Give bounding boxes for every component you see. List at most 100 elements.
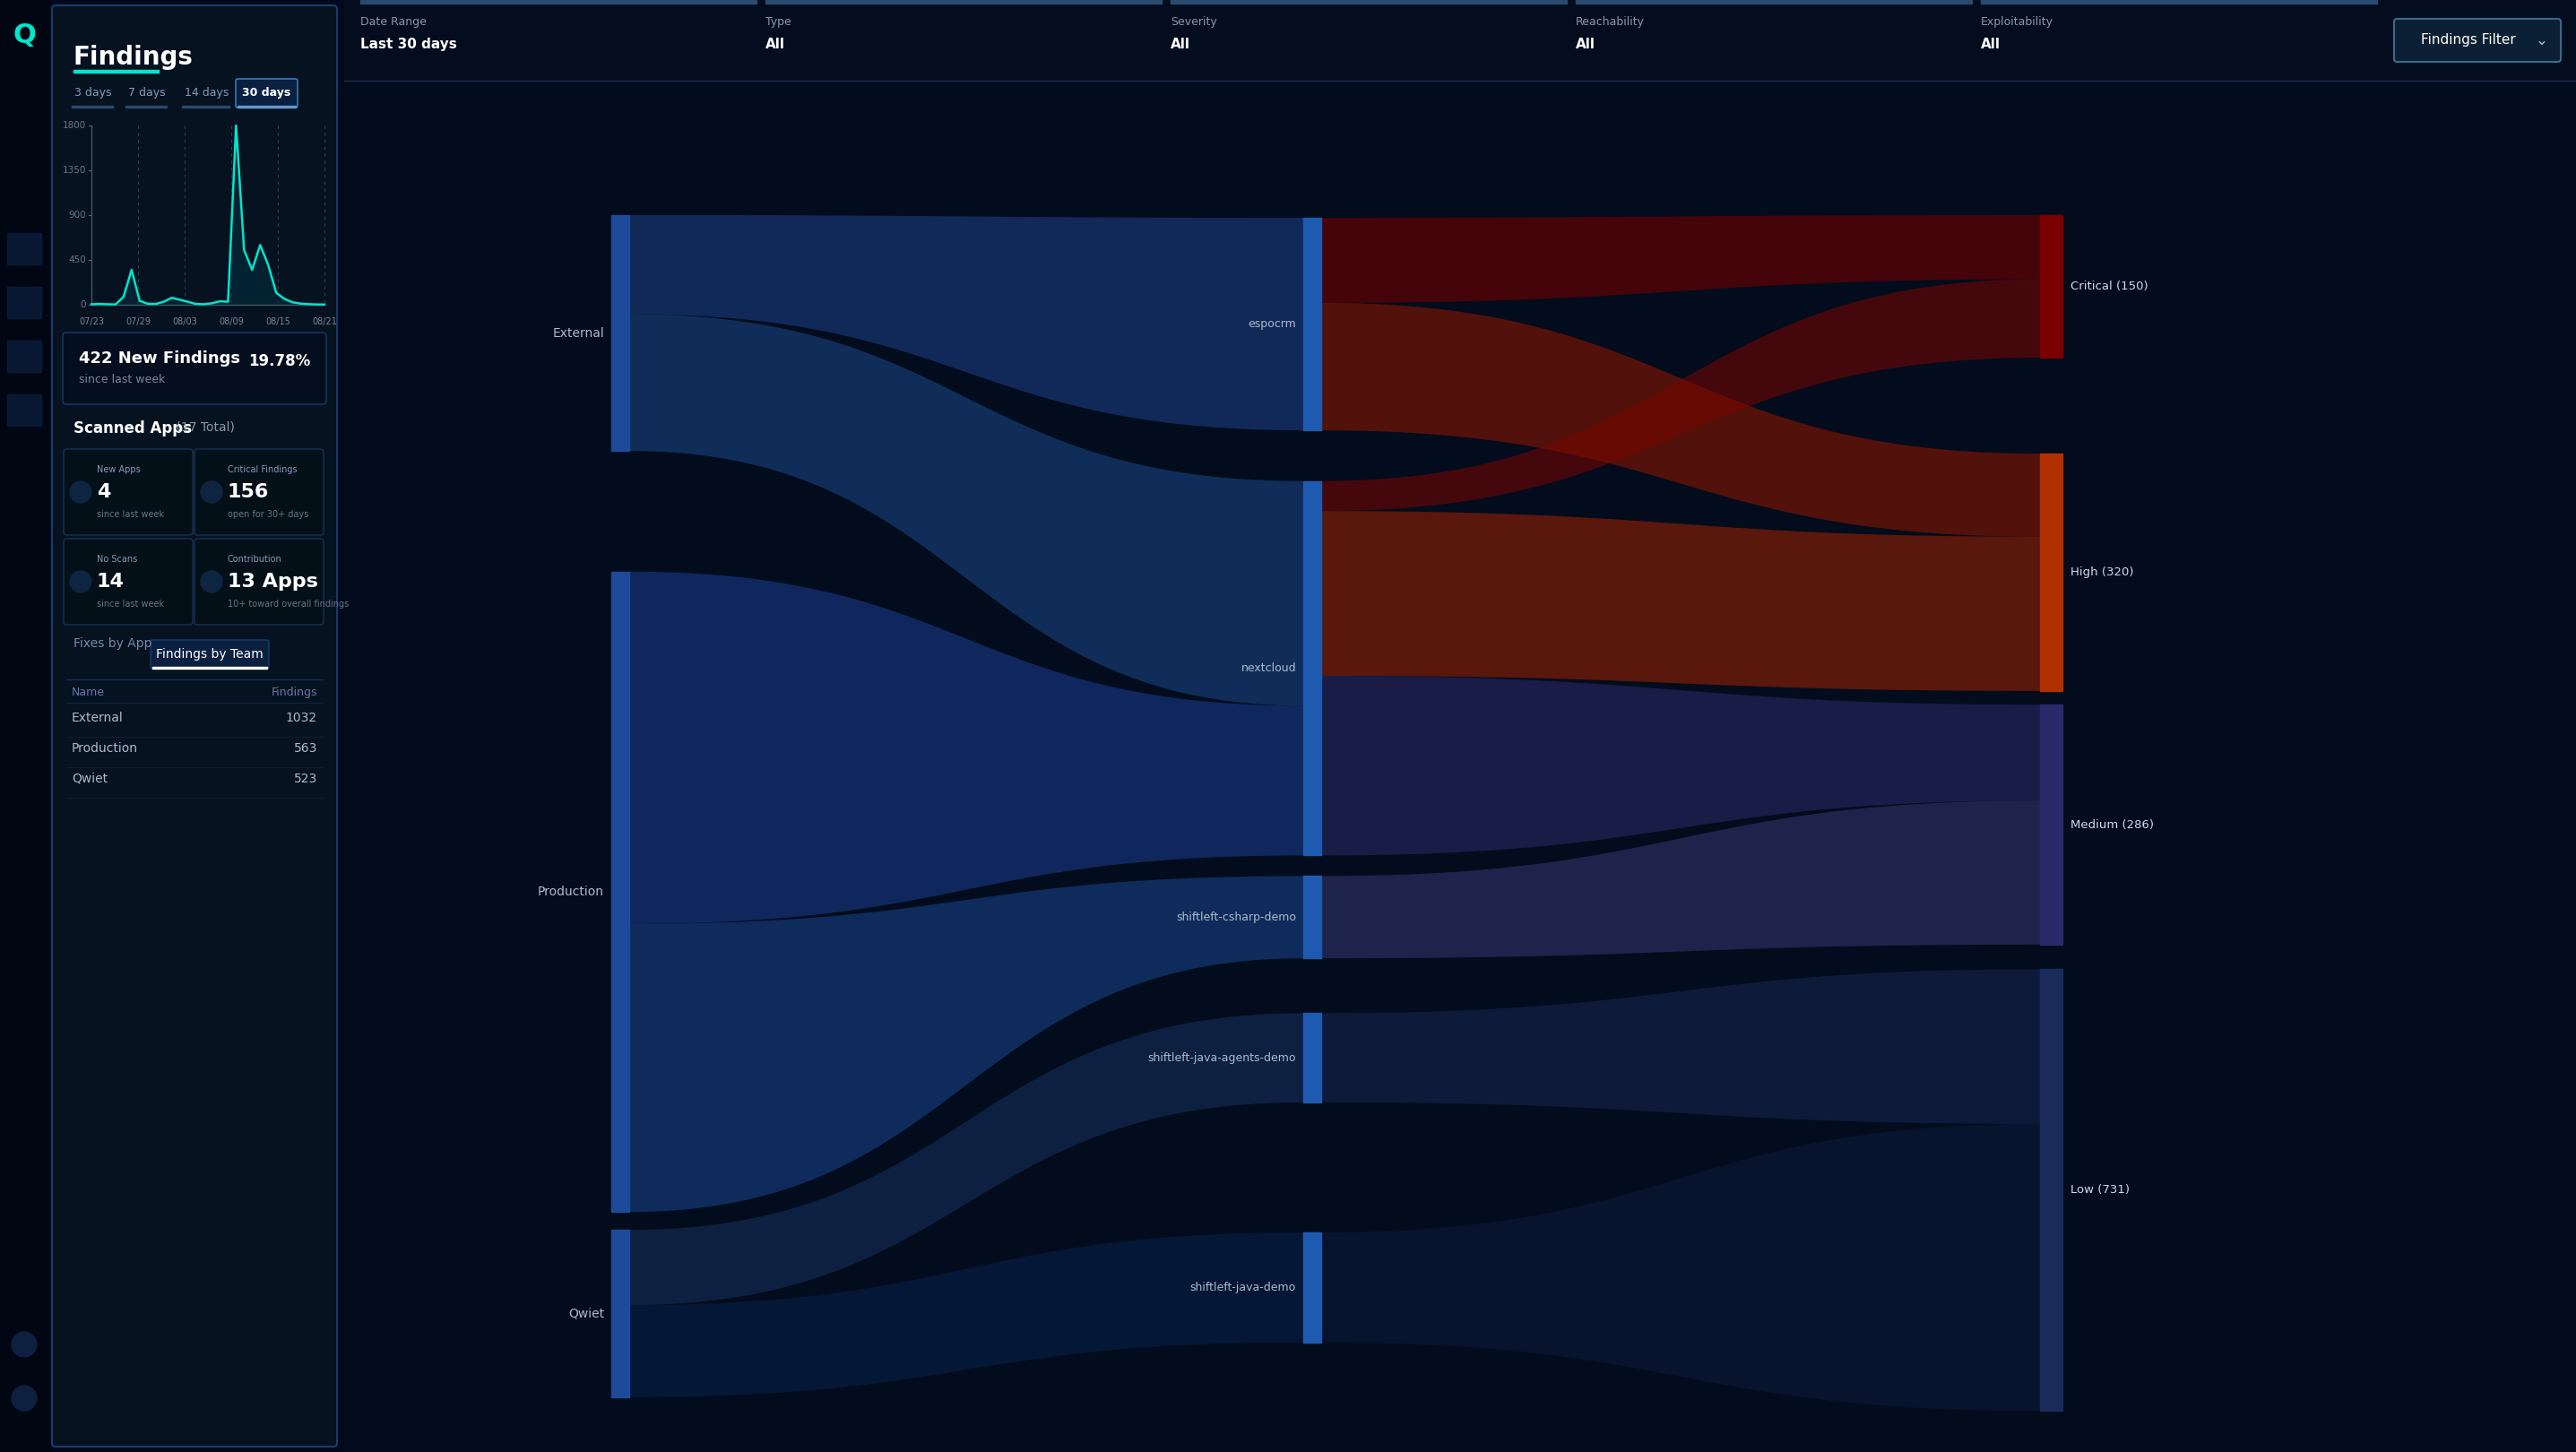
Bar: [1170, 0, 1566, 3]
Polygon shape: [1321, 1124, 2040, 1411]
Text: Qwiet: Qwiet: [569, 1307, 605, 1320]
Polygon shape: [1321, 279, 2040, 511]
Bar: [237, 106, 296, 107]
Text: since last week: since last week: [98, 510, 165, 518]
FancyBboxPatch shape: [149, 640, 268, 668]
Text: Critical Findings: Critical Findings: [227, 465, 296, 475]
Text: Medium (286): Medium (286): [2071, 819, 2154, 831]
Polygon shape: [629, 1013, 1303, 1305]
Bar: [1981, 0, 2378, 3]
Text: Exploitability: Exploitability: [1981, 16, 2053, 28]
Polygon shape: [629, 215, 1303, 430]
Bar: [2040, 970, 2063, 1411]
Text: shiftleft-csharp-demo: shiftleft-csharp-demo: [1177, 912, 1296, 923]
Bar: [1303, 1013, 1321, 1102]
Bar: [361, 0, 757, 3]
Text: 19.78%: 19.78%: [247, 353, 309, 369]
Text: No Scans: No Scans: [98, 555, 137, 563]
Text: 14: 14: [98, 572, 124, 591]
Text: 156: 156: [227, 484, 270, 501]
Bar: [8, 287, 41, 318]
Bar: [8, 232, 41, 264]
Polygon shape: [1321, 511, 2040, 691]
Text: 13 Apps: 13 Apps: [227, 572, 317, 591]
Bar: [1303, 218, 1321, 430]
FancyBboxPatch shape: [196, 539, 325, 624]
Text: 422 New Findings: 422 New Findings: [80, 350, 240, 366]
Text: All: All: [765, 38, 786, 51]
Text: nextcloud: nextcloud: [1242, 662, 1296, 674]
FancyBboxPatch shape: [64, 449, 193, 536]
Text: External: External: [72, 711, 124, 725]
Polygon shape: [1321, 970, 2040, 1124]
Bar: [2040, 704, 2063, 945]
Bar: [611, 572, 629, 1212]
Text: Q: Q: [13, 23, 36, 49]
Text: 900: 900: [70, 211, 85, 219]
Text: 1800: 1800: [62, 121, 85, 131]
Bar: [1577, 0, 1971, 3]
Bar: [152, 666, 268, 668]
Text: 10+ toward overall findings: 10+ toward overall findings: [227, 600, 348, 608]
Text: shiftleft-java-demo: shiftleft-java-demo: [1190, 1282, 1296, 1294]
Text: Severity: Severity: [1170, 16, 1216, 28]
Text: 08/03: 08/03: [173, 318, 198, 327]
Text: Findings Filter: Findings Filter: [2421, 33, 2517, 46]
Bar: [611, 215, 629, 452]
Text: Name: Name: [72, 687, 106, 698]
Text: All: All: [1577, 38, 1595, 51]
Text: 30 days: 30 days: [242, 87, 291, 99]
Polygon shape: [629, 876, 1303, 1212]
Bar: [1303, 481, 1321, 855]
Text: 08/09: 08/09: [219, 318, 245, 327]
Bar: [611, 1230, 629, 1397]
Bar: [345, 0, 2576, 1452]
Text: 563: 563: [294, 742, 317, 755]
Polygon shape: [1321, 800, 2040, 958]
Bar: [345, 0, 2576, 81]
Text: Qwiet: Qwiet: [72, 772, 108, 786]
Text: Low (731): Low (731): [2071, 1185, 2130, 1196]
FancyBboxPatch shape: [52, 6, 337, 1446]
Polygon shape: [90, 125, 325, 305]
Text: since last week: since last week: [98, 600, 165, 608]
FancyBboxPatch shape: [2393, 19, 2561, 62]
FancyBboxPatch shape: [237, 78, 299, 107]
Text: espocrm: espocrm: [1247, 318, 1296, 330]
Text: 1350: 1350: [62, 166, 85, 174]
Polygon shape: [1321, 215, 2040, 303]
Text: ⌄: ⌄: [2535, 32, 2548, 48]
Polygon shape: [1321, 303, 2040, 537]
Text: External: External: [551, 327, 605, 340]
Text: Findings: Findings: [270, 687, 317, 698]
Circle shape: [70, 571, 90, 592]
Polygon shape: [629, 314, 1303, 706]
Text: 0: 0: [80, 301, 85, 309]
Text: High (320): High (320): [2071, 566, 2133, 578]
Text: Contribution: Contribution: [227, 555, 283, 563]
Text: since last week: since last week: [80, 373, 165, 385]
Text: Critical (150): Critical (150): [2071, 280, 2148, 292]
Bar: [0, 0, 49, 1452]
Text: 450: 450: [70, 256, 85, 264]
Bar: [75, 70, 160, 73]
Bar: [8, 395, 41, 425]
Text: 3 days: 3 days: [75, 87, 111, 99]
Text: shiftleft-java-agents-demo: shiftleft-java-agents-demo: [1149, 1051, 1296, 1063]
FancyBboxPatch shape: [64, 539, 193, 624]
Text: Fixes by App: Fixes by App: [75, 637, 152, 650]
Circle shape: [70, 481, 90, 502]
Text: 7 days: 7 days: [129, 87, 165, 99]
Text: Type: Type: [765, 16, 791, 28]
Bar: [765, 0, 1162, 3]
Text: (17 Total): (17 Total): [173, 421, 234, 433]
Text: 1032: 1032: [286, 711, 317, 725]
Text: 523: 523: [294, 772, 317, 786]
Text: 07/29: 07/29: [126, 318, 149, 327]
Text: Scanned Apps: Scanned Apps: [75, 421, 191, 437]
Text: 08/15: 08/15: [265, 318, 291, 327]
Text: Last 30 days: Last 30 days: [361, 38, 456, 51]
FancyBboxPatch shape: [62, 333, 327, 404]
Polygon shape: [1321, 675, 2040, 855]
Circle shape: [201, 571, 222, 592]
